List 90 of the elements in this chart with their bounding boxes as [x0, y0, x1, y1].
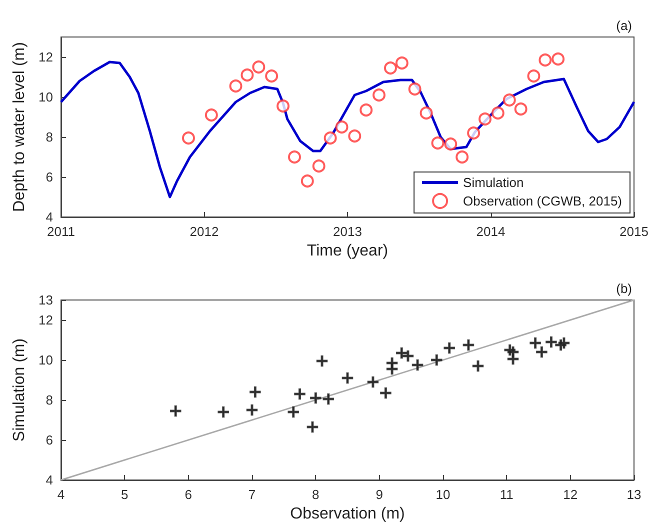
point: [396, 347, 408, 359]
point: [386, 363, 398, 375]
point: [288, 406, 300, 418]
point: [312, 160, 326, 172]
point: [527, 70, 540, 82]
point: [322, 393, 334, 405]
point: [240, 68, 254, 82]
x-tick-label: 13: [626, 487, 642, 502]
point: [384, 62, 397, 74]
point: [170, 405, 182, 417]
x-tick-label: 12: [563, 487, 578, 502]
point: [265, 70, 278, 82]
point: [252, 60, 266, 74]
point: [182, 132, 195, 144]
point: [342, 372, 354, 384]
point: [360, 104, 373, 116]
point: [310, 392, 322, 404]
y-axis-title: Depth to water level (m): [11, 42, 28, 212]
point: [430, 354, 442, 366]
point: [478, 112, 492, 126]
x-tick-label: 5: [121, 487, 128, 502]
x-tick-label: 11: [500, 487, 514, 502]
point: [294, 388, 306, 400]
point: [444, 138, 458, 150]
point: [552, 52, 565, 66]
x-tick-label: 2015: [620, 224, 648, 239]
x-tick-label: 2014: [476, 224, 506, 239]
point: [530, 337, 541, 349]
point: [218, 406, 229, 418]
x-tick-label: 10: [436, 487, 450, 502]
y-tick-label: 4: [46, 210, 53, 224]
point: [380, 387, 392, 399]
x-axis-title: Observation (m): [290, 506, 405, 522]
y-tick-label: 8: [46, 392, 53, 408]
point: [402, 350, 414, 362]
y-tick-label: 12: [38, 50, 53, 64]
x-tick-label: 2012: [190, 224, 219, 239]
point: [348, 130, 362, 142]
point: [306, 421, 318, 433]
x-tick-label: 7: [248, 487, 256, 502]
point: [456, 150, 469, 164]
y-tick-label: 10: [38, 352, 53, 368]
y-tick-label: 10: [38, 90, 53, 104]
point: [335, 120, 348, 134]
x-tick-label: 6: [184, 487, 192, 502]
x-tick-label: 2011: [47, 224, 75, 239]
y-tick-label: 13: [38, 292, 53, 308]
point: [472, 360, 484, 372]
point: [507, 353, 519, 365]
text: (a): [616, 18, 632, 33]
y-tick-label: 8: [46, 130, 53, 144]
point: [300, 174, 314, 188]
point: [372, 88, 386, 102]
x-tick-label: 4: [57, 487, 65, 502]
point: [204, 108, 218, 122]
point: [246, 404, 258, 416]
point: [546, 336, 557, 348]
point: [276, 100, 290, 112]
point: [538, 54, 552, 66]
point: [444, 342, 456, 354]
point: [431, 136, 444, 150]
text: (b): [616, 281, 632, 296]
point: [491, 106, 504, 120]
point: [502, 94, 516, 106]
point: [412, 359, 424, 371]
point: [316, 355, 328, 367]
legend-label: Observation (CGWB, 2015): [463, 194, 622, 208]
point: [288, 150, 301, 164]
point: [250, 386, 261, 398]
y-axis-title: Simulation (m): [11, 338, 28, 442]
x-axis-title: Time (year): [306, 242, 388, 260]
x-tick-label: 9: [376, 487, 383, 502]
point: [229, 80, 242, 92]
y-tick-label: 6: [46, 170, 53, 184]
point: [408, 82, 422, 96]
x-tick-label: 2013: [333, 224, 362, 239]
y-tick-label: 4: [46, 472, 53, 488]
point: [367, 376, 379, 388]
point: [462, 339, 474, 351]
point: [536, 346, 548, 358]
x-tick-label: 8: [312, 487, 320, 502]
legend-label: Simulation: [463, 175, 524, 190]
point: [514, 102, 528, 116]
point: [558, 337, 570, 349]
point: [420, 106, 433, 120]
point: [324, 132, 337, 144]
point: [395, 56, 408, 70]
point: [467, 126, 480, 140]
y-tick-label: 12: [38, 312, 53, 328]
y-tick-label: 6: [46, 432, 53, 448]
